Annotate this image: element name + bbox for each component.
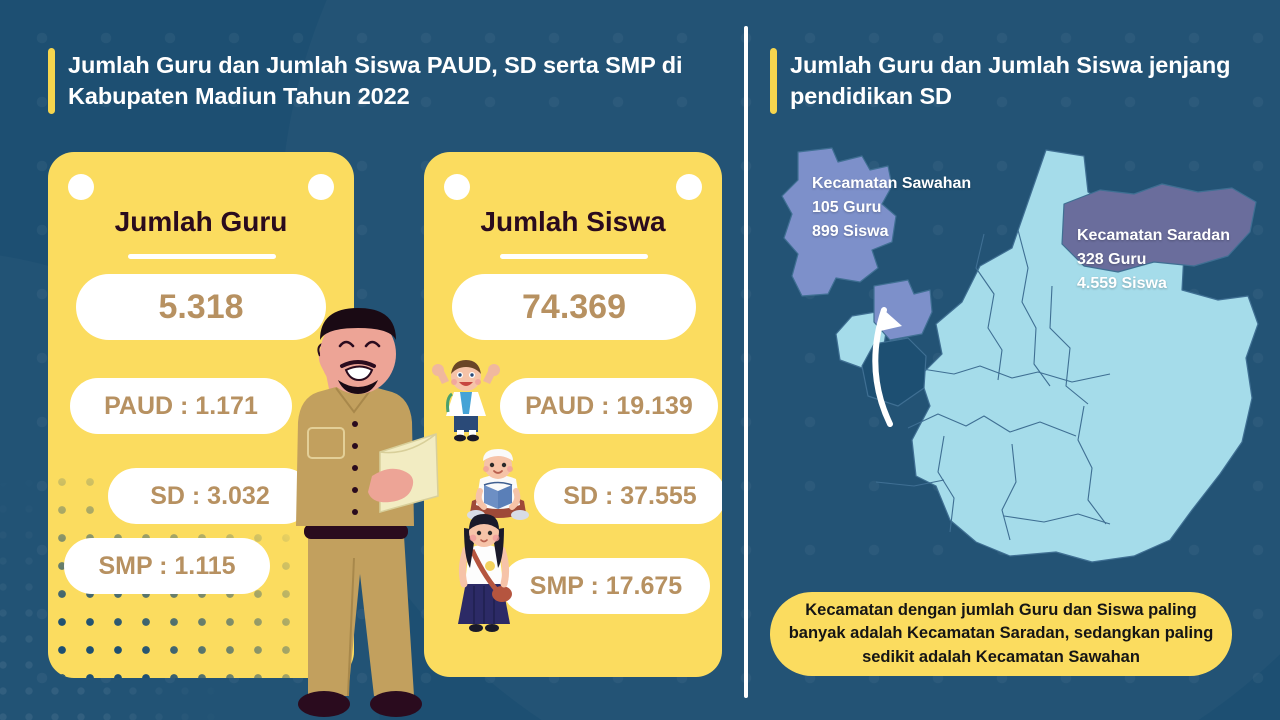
map-region-saradan <box>1061 183 1257 273</box>
guru-total-pill: 5.318 <box>76 274 326 340</box>
saradan-guru: 328 Guru <box>1077 251 1147 268</box>
guru-smp-pill: SMP : 1.115 <box>64 538 270 594</box>
sawahan-name: Kecamatan Sawahan <box>812 175 972 192</box>
siswa-smp-pill: SMP : 17.675 <box>502 558 710 614</box>
panel-divider <box>744 26 748 698</box>
card-punch-hole-right <box>676 174 702 200</box>
map-summary-caption: Kecamatan dengan jumlah Guru dan Siswa p… <box>770 592 1232 676</box>
map-region-sawahan-callout <box>781 147 897 297</box>
map-label-saradan: Kecamatan Saradan 328 Guru 4.559 Siswa <box>1077 224 1230 296</box>
madiun-regency-map <box>756 138 1280 580</box>
teacher-illustration <box>262 300 490 720</box>
right-title-accent-bar <box>770 48 777 114</box>
map-region-dark-wedge <box>861 337 927 407</box>
guru-paud-pill: PAUD : 1.171 <box>70 378 292 434</box>
right-panel-title: Jumlah Guru dan Jumlah Siswa jenjang pen… <box>790 52 1231 110</box>
siswa-sd-pill: SD : 37.555 <box>534 468 722 524</box>
saradan-name: Kecamatan Saradan <box>1077 227 1230 244</box>
guru-sd-pill: SD : 3.032 <box>108 468 312 524</box>
card-punch-hole-left <box>68 174 94 200</box>
student-sd-illustration <box>462 445 534 523</box>
card-heading-rule <box>128 254 276 259</box>
map-callout-arrowhead <box>876 310 902 332</box>
card-heading-rule <box>500 254 648 259</box>
siswa-total-pill: 74.369 <box>452 274 696 340</box>
left-title-accent-bar <box>48 48 55 114</box>
sawahan-guru: 105 Guru <box>812 199 882 216</box>
card-heading-guru: Jumlah Guru <box>114 206 288 237</box>
saradan-siswa: 4.559 Siswa <box>1077 275 1167 292</box>
sawahan-siswa: 899 Siswa <box>812 223 889 240</box>
map-label-sawahan: Kecamatan Sawahan 105 Guru 899 Siswa <box>812 172 971 244</box>
student-smp-illustration <box>452 510 516 636</box>
siswa-paud-pill: PAUD : 19.139 <box>500 378 718 434</box>
card-punch-hole-right <box>308 174 334 200</box>
left-panel-title: Jumlah Guru dan Jumlah Siswa PAUD, SD se… <box>68 52 683 110</box>
card-heading-siswa: Jumlah Siswa <box>480 206 666 237</box>
card-punch-hole-left <box>444 174 470 200</box>
student-paud-illustration <box>430 358 502 442</box>
map-district-boundaries <box>875 229 1111 541</box>
